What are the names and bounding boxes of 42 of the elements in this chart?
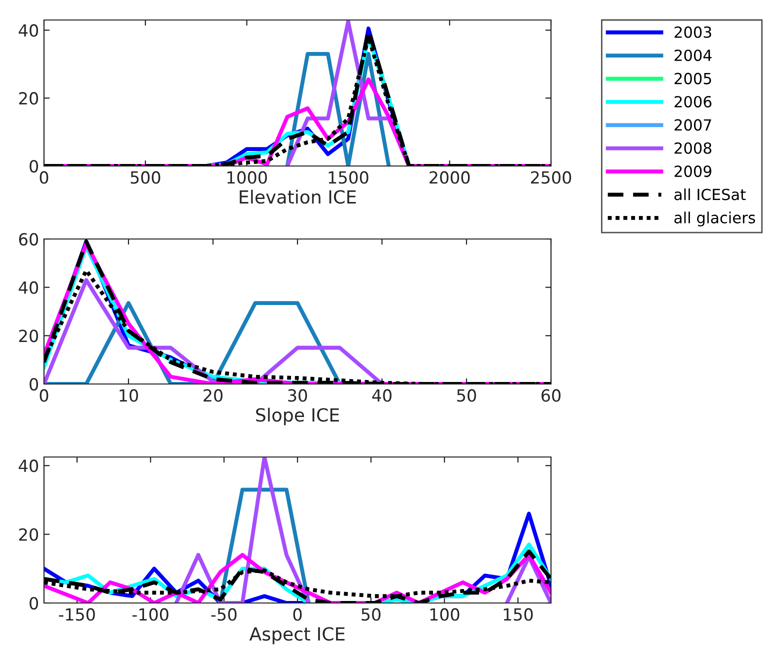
x-tick-label: 10 [120, 389, 138, 402]
x-tick-label: 20 [204, 389, 222, 402]
x-tick-label: -100 [132, 608, 168, 621]
x-tick-label: -150 [58, 608, 95, 621]
y-tick-label: 0 [30, 596, 38, 610]
y-tick-label: 40 [18, 281, 38, 294]
y-tick-label: 20 [19, 528, 38, 541]
x-tick-label: 100 [430, 608, 460, 621]
y-tick-label: 0 [30, 378, 38, 391]
legend-label: 2004 [674, 50, 712, 62]
x-tick-label: -50 [211, 608, 237, 621]
y-tick-label: 40 [18, 24, 38, 37]
legend-label: 2003 [674, 26, 712, 38]
legend-label: all glaciers [674, 212, 756, 226]
x-tick-label: 2500 [531, 171, 572, 184]
x-tick-label: 1500 [328, 171, 368, 184]
x-axis-title: Elevation ICE [240, 190, 356, 204]
x-tick-label: 30 [288, 389, 307, 402]
x-tick-label: 0 [293, 608, 302, 621]
x-axis-title: Aspect ICE [249, 627, 345, 644]
x-tick-label: 1000 [227, 171, 267, 184]
y-tick-label: 40 [18, 460, 38, 472]
legend-label: 2005 [674, 72, 712, 84]
x-tick-label: 50 [457, 389, 476, 402]
x-tick-label: 40 [372, 389, 392, 402]
legend-label: 2006 [674, 96, 712, 108]
x-tick-label: 150 [504, 608, 533, 621]
legend-label: 2007 [674, 119, 712, 131]
x-tick-label: 50 [362, 608, 380, 621]
x-axis-title: Slope ICE [256, 408, 339, 426]
y-tick-label: 20 [19, 330, 38, 342]
x-tick-label: 0 [40, 389, 48, 402]
legend-label: 2008 [674, 142, 712, 154]
x-tick-label: 60 [542, 389, 560, 402]
y-tick-label: 20 [19, 92, 38, 105]
x-tick-label: 500 [130, 171, 160, 184]
legend-label: 2009 [674, 166, 712, 178]
legend-label: all ICESat [674, 188, 746, 200]
y-tick-label: 60 [19, 232, 38, 246]
y-tick-label: 0 [30, 160, 38, 173]
x-tick-label: 2000 [430, 171, 470, 184]
x-tick-label: 0 [40, 171, 48, 184]
